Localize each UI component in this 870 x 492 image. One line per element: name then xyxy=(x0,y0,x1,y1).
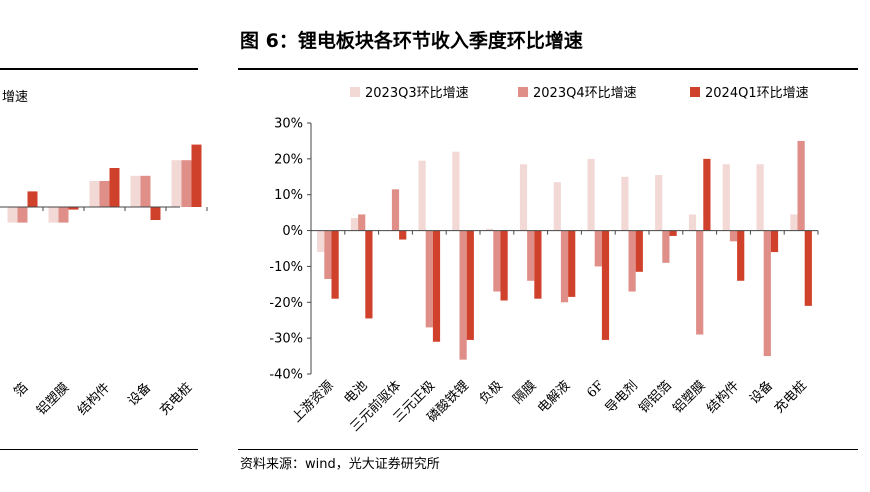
x-category-label: 6F xyxy=(584,378,607,401)
left-bar xyxy=(89,181,100,207)
bar xyxy=(621,176,629,231)
legend-swatch xyxy=(350,87,360,97)
x-category-label: 铜铝箔 xyxy=(636,378,675,417)
bar xyxy=(594,230,602,267)
left-bar xyxy=(48,207,59,223)
bar xyxy=(425,230,433,328)
bar xyxy=(662,230,670,263)
x-category-label: 上游资源 xyxy=(289,378,336,425)
bar xyxy=(317,230,325,253)
bar xyxy=(534,230,542,299)
bar xyxy=(432,230,441,342)
bar xyxy=(703,158,711,231)
left-bar xyxy=(171,160,182,207)
left-bar xyxy=(27,191,38,207)
x-category-label: 铝塑膜 xyxy=(670,378,708,416)
left-bar xyxy=(7,207,18,223)
legend-label: 2023Q4环比增速 xyxy=(533,86,637,101)
bar xyxy=(790,214,798,231)
bar xyxy=(655,174,663,231)
bar xyxy=(466,230,474,340)
bar xyxy=(601,230,610,340)
bar xyxy=(770,230,779,253)
bar xyxy=(324,230,332,279)
x-category-label: 负极 xyxy=(477,378,506,407)
bar xyxy=(722,164,730,231)
bar xyxy=(350,218,359,231)
bar xyxy=(399,230,407,240)
bar xyxy=(358,214,366,231)
left-category-label: 结构件 xyxy=(75,380,113,418)
y-tick-label: -30% xyxy=(269,332,303,347)
x-category-label: 结构件 xyxy=(704,378,742,416)
bar xyxy=(418,160,426,231)
figure-title: 图 6：锂电板块各环节收入季度环比增速 xyxy=(240,30,583,52)
left-bar xyxy=(68,207,79,210)
bar xyxy=(587,158,595,231)
y-tick-label: 0% xyxy=(282,224,303,239)
left-bar xyxy=(181,160,192,207)
bar xyxy=(560,230,569,303)
bar xyxy=(553,182,561,231)
x-category-label: 导电剂 xyxy=(603,378,641,416)
bar xyxy=(500,230,508,301)
left-bar xyxy=(99,181,110,207)
bar xyxy=(459,230,467,360)
x-category-label: 电解液 xyxy=(535,378,573,416)
bar xyxy=(628,230,636,292)
bar xyxy=(452,151,460,231)
bar xyxy=(635,230,643,272)
left-legend-fragment: 增速 xyxy=(2,90,28,105)
legend-label: 2023Q3环比增速 xyxy=(365,86,469,101)
bar xyxy=(756,164,764,231)
y-tick-label: -40% xyxy=(269,368,303,383)
bar xyxy=(568,230,576,297)
left-category-label: 铝塑膜 xyxy=(34,380,72,418)
y-tick-label: 10% xyxy=(274,188,303,203)
source-note: 资料来源：wind，光大证券研究所 xyxy=(240,457,440,472)
bar xyxy=(797,140,805,231)
y-tick-label: -10% xyxy=(269,260,303,275)
left-category-label: 设备 xyxy=(125,380,155,410)
x-category-label: 隔膜 xyxy=(511,378,540,407)
left-category-label: 充电桩 xyxy=(156,380,195,419)
bar xyxy=(527,230,535,281)
bar xyxy=(365,230,373,319)
left-chart-panel xyxy=(0,0,200,492)
y-tick-label: 20% xyxy=(274,152,303,167)
left-bar xyxy=(140,175,151,207)
left-category-label: 箔 xyxy=(11,380,32,401)
x-category-label: 充电桩 xyxy=(771,378,810,417)
bar xyxy=(331,230,339,299)
bar xyxy=(391,189,400,231)
bar xyxy=(493,230,501,292)
legend-swatch xyxy=(690,87,700,97)
x-category-label: 设备 xyxy=(746,378,776,408)
x-category-label: 电池 xyxy=(342,378,371,407)
left-bar xyxy=(150,207,161,220)
bar xyxy=(763,230,771,357)
bottom-rule xyxy=(238,449,858,450)
y-tick-label: 30% xyxy=(274,117,303,132)
left-bar xyxy=(17,207,28,223)
bar xyxy=(729,230,738,242)
y-tick-label: -20% xyxy=(269,296,303,311)
left-bar xyxy=(130,175,141,207)
legend-label: 2024Q1环比增速 xyxy=(705,86,809,101)
bar xyxy=(737,230,745,281)
left-top-rule xyxy=(0,68,198,70)
bar xyxy=(519,164,528,231)
left-bar xyxy=(58,207,69,223)
bar xyxy=(804,230,812,306)
bar xyxy=(486,228,494,231)
bar xyxy=(696,230,704,335)
legend-swatch xyxy=(518,87,528,97)
bar xyxy=(669,230,677,236)
title-rule xyxy=(238,68,858,70)
left-bottom-rule xyxy=(0,449,198,450)
left-bar xyxy=(191,144,202,207)
left-bar xyxy=(109,168,120,207)
bar xyxy=(688,214,697,231)
